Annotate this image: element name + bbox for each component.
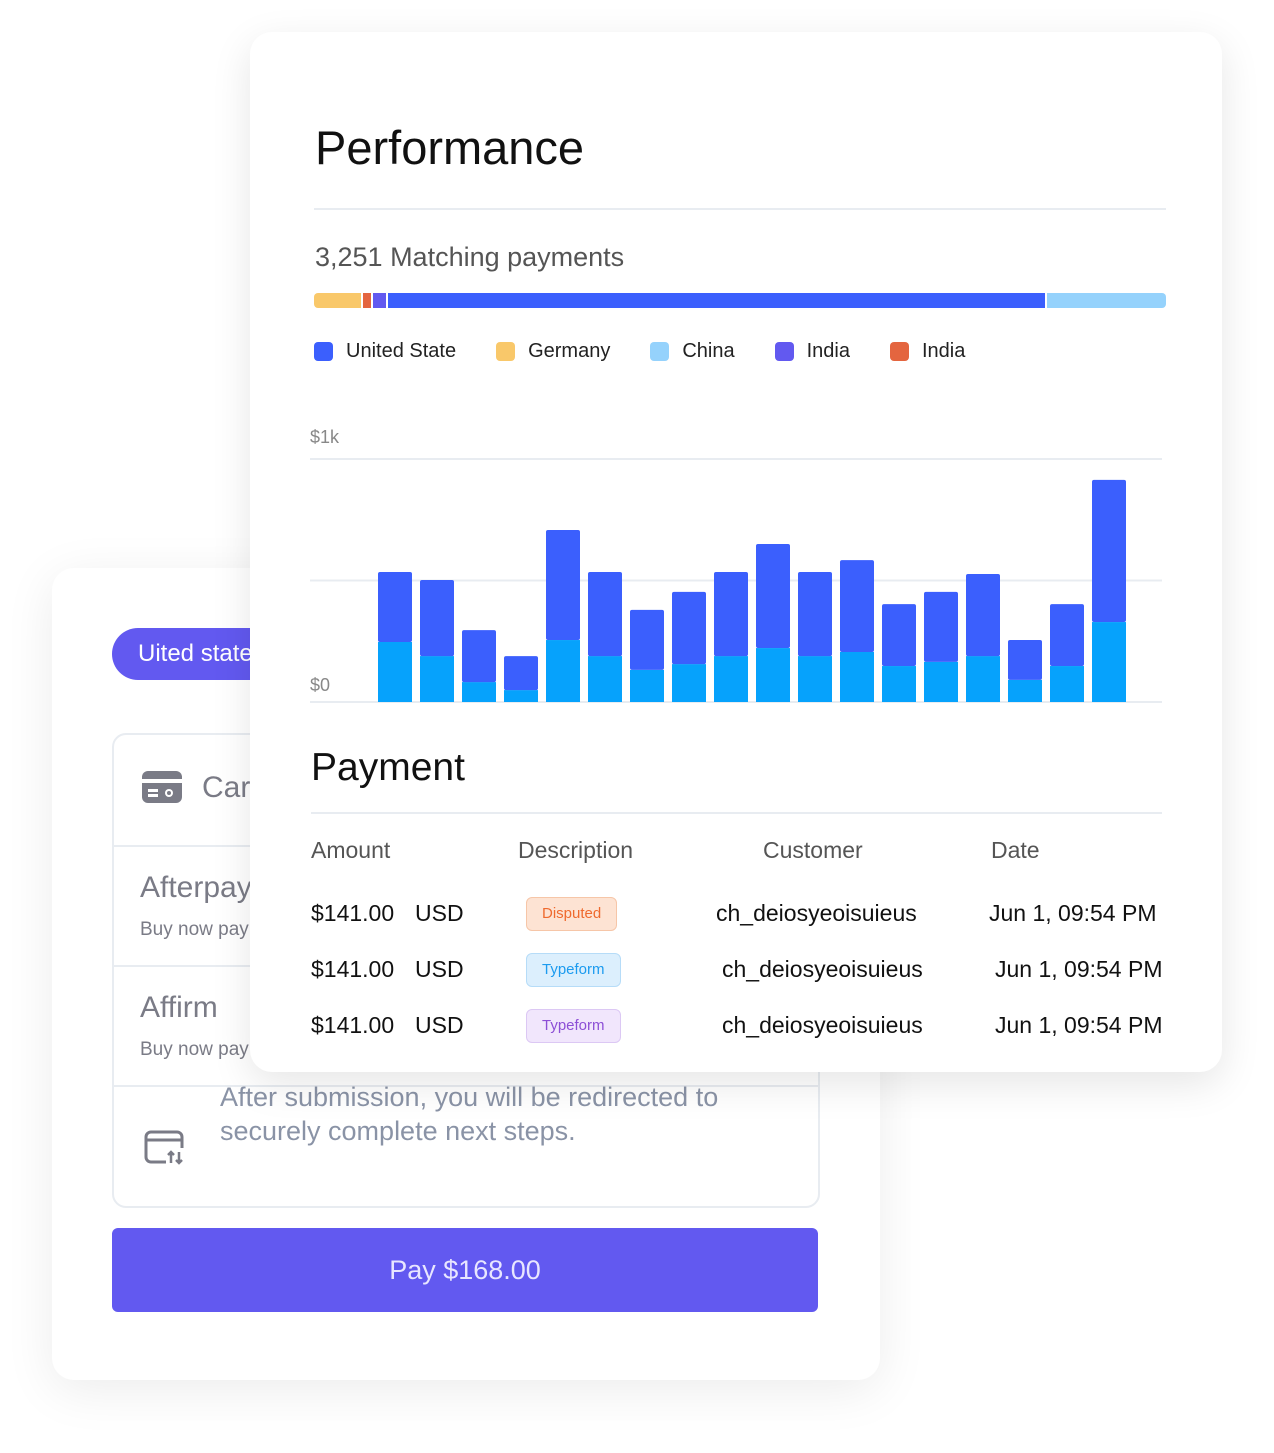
bar-segment	[1008, 640, 1042, 680]
credit-card-icon	[142, 771, 182, 803]
distribution-segment	[388, 293, 1045, 308]
legend-label: India	[806, 340, 850, 362]
legend-swatch	[889, 342, 909, 361]
afterpay-title: Afterpay	[140, 871, 252, 904]
status-badge: Typeform	[526, 953, 621, 987]
bar-segment	[840, 651, 874, 702]
legend-swatch	[650, 342, 670, 361]
bar-segment	[672, 591, 706, 665]
date: Jun 1, 09:54 PM	[995, 956, 1163, 982]
bar-segment	[756, 544, 790, 649]
legend-item: United State	[314, 340, 456, 363]
performance-card: Performance 3,251 Matching payments Unit…	[250, 32, 1222, 1072]
bar-segment	[882, 666, 916, 702]
bar-segment	[546, 529, 580, 641]
bar-segment	[672, 664, 706, 702]
header-description: Description	[518, 837, 634, 863]
legend-label: India	[921, 340, 966, 362]
legend-label: Germany	[528, 340, 611, 362]
redirect-note: After submission, you will be redirected…	[220, 1082, 719, 1146]
distribution-bar	[314, 293, 1166, 308]
payment-title: Payment	[311, 746, 465, 789]
bar-segment	[1092, 479, 1126, 623]
bar-segment	[1008, 679, 1042, 702]
header-amount: Amount	[311, 837, 391, 863]
distribution-segment	[363, 293, 371, 308]
bar-segment	[420, 580, 454, 657]
bar-segment	[1050, 604, 1084, 667]
bar-segment	[630, 669, 664, 702]
amount: $141.00	[311, 956, 395, 982]
divider	[314, 208, 1166, 210]
currency: USD	[415, 900, 464, 926]
bar-segment	[462, 682, 496, 702]
legend-item: Germany	[496, 340, 610, 363]
bar-segment	[924, 661, 958, 702]
distribution-segment	[314, 293, 362, 308]
header-customer: Customer	[763, 837, 863, 863]
bar-segment	[546, 640, 580, 702]
legend-item: India	[889, 340, 966, 363]
legend-swatch	[496, 342, 516, 361]
bar-segment	[588, 656, 622, 702]
date: Jun 1, 09:54 PM	[995, 1012, 1163, 1038]
bar-segment	[630, 609, 664, 670]
legend-item: China	[650, 340, 735, 363]
status-badge: Disputed	[526, 897, 618, 931]
header-date: Date	[991, 837, 1040, 863]
performance-title: Performance	[315, 121, 585, 174]
bar-segment	[882, 604, 916, 667]
bar-segment	[756, 648, 790, 702]
bar-segment	[588, 571, 622, 657]
bar-segment	[798, 656, 832, 702]
legend-swatch	[774, 342, 794, 361]
bar-segment	[462, 630, 496, 683]
currency: USD	[415, 956, 464, 982]
customer: ch_deiosyeoisuieus	[722, 1012, 923, 1038]
legend-item: India	[774, 340, 850, 363]
bar-segment	[840, 560, 874, 652]
bar-segment	[1050, 666, 1084, 702]
customer: ch_deiosyeoisuieus	[722, 956, 923, 982]
bar-segment	[966, 573, 1000, 657]
bar-segment	[504, 690, 538, 702]
y-tick-label: $1k	[310, 427, 340, 447]
bar-segment	[924, 591, 958, 662]
currency: USD	[415, 1012, 464, 1038]
affirm-title: Affirm	[140, 991, 218, 1024]
bar-segment	[798, 571, 832, 657]
bar-segment	[966, 656, 1000, 702]
bar-segment	[714, 656, 748, 702]
bar-segment	[420, 656, 454, 702]
legend-swatch	[314, 342, 333, 361]
bar-segment	[504, 656, 538, 691]
bar-chart	[310, 458, 1162, 703]
date: Jun 1, 09:54 PM	[989, 900, 1157, 926]
amount: $141.00	[311, 900, 395, 926]
legend: United State Germany China India India	[314, 340, 1005, 363]
bar-segment	[378, 571, 412, 642]
bar-segment	[1092, 622, 1126, 702]
distribution-segment	[372, 293, 387, 308]
legend-label: China	[682, 340, 735, 362]
status-badge: Typeform	[526, 1009, 621, 1043]
bar-segment	[714, 571, 748, 657]
matching-payments: 3,251 Matching payments	[315, 242, 625, 272]
bar-segment	[378, 641, 412, 702]
pay-button[interactable]: Pay $168.00	[112, 1228, 818, 1312]
divider	[311, 812, 1162, 814]
amount: $141.00	[311, 1012, 395, 1038]
legend-label: United State	[346, 340, 457, 362]
distribution-segment	[1046, 293, 1166, 308]
redirect-card-icon	[144, 1130, 186, 1166]
y-tick-label: $0	[310, 675, 331, 695]
customer: ch_deiosyeoisuieus	[716, 900, 917, 926]
